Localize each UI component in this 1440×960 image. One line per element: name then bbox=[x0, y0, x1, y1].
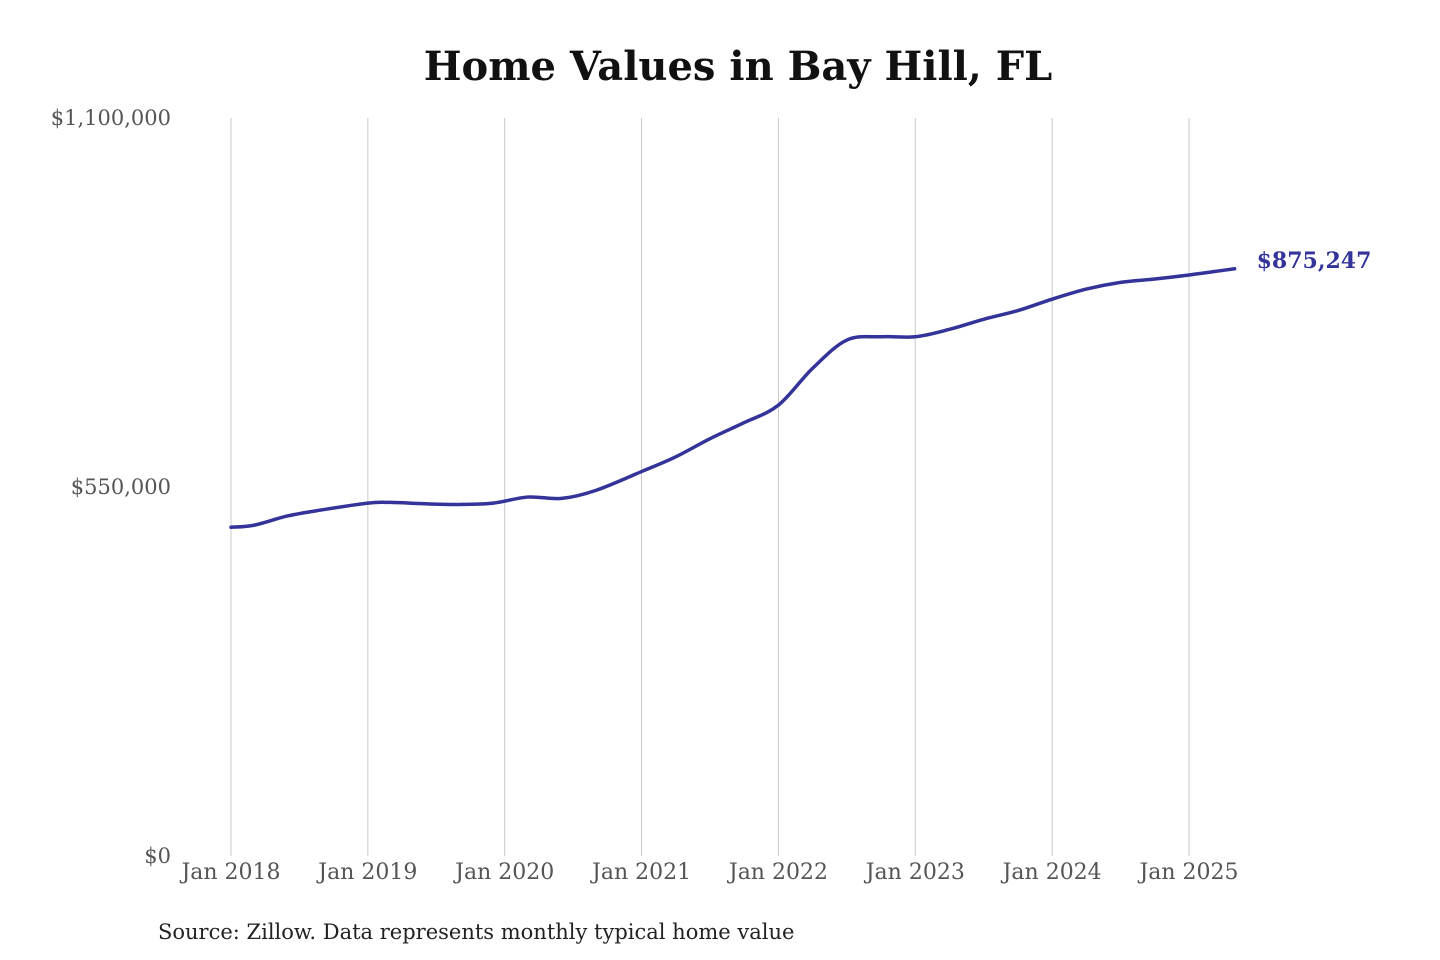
x-tick-label: Jan 2023 bbox=[864, 860, 965, 885]
x-tick-label: Jan 2020 bbox=[453, 860, 554, 885]
source-note: Source: Zillow. Data represents monthly … bbox=[158, 920, 794, 944]
x-axis-ticks: Jan 2018 Jan 2019 Jan 2020 Jan 2021 Jan 2022… bbox=[179, 860, 1238, 885]
chart-title: Home Values in Bay Hill, FL bbox=[424, 43, 1052, 90]
x-tick-label: Jan 2025 bbox=[1137, 860, 1238, 885]
x-tick-label: Jan 2019 bbox=[316, 860, 417, 885]
series-line bbox=[229, 267, 1237, 529]
y-tick-label: $550,000 bbox=[71, 475, 171, 499]
gridlines bbox=[230, 118, 1190, 856]
series-group: $875,247 bbox=[229, 248, 1372, 529]
series-end-label: $875,247 bbox=[1257, 248, 1372, 274]
y-tick-label: $0 bbox=[144, 844, 171, 868]
y-tick-label: $1,100,000 bbox=[51, 106, 171, 130]
x-tick-label: Jan 2018 bbox=[179, 860, 280, 885]
x-tick-label: Jan 2024 bbox=[1001, 860, 1102, 885]
y-axis-ticks: $1,100,000 $550,000 $0 bbox=[51, 106, 171, 868]
x-tick-label: Jan 2022 bbox=[727, 860, 828, 885]
x-tick-label: Jan 2021 bbox=[590, 860, 691, 885]
